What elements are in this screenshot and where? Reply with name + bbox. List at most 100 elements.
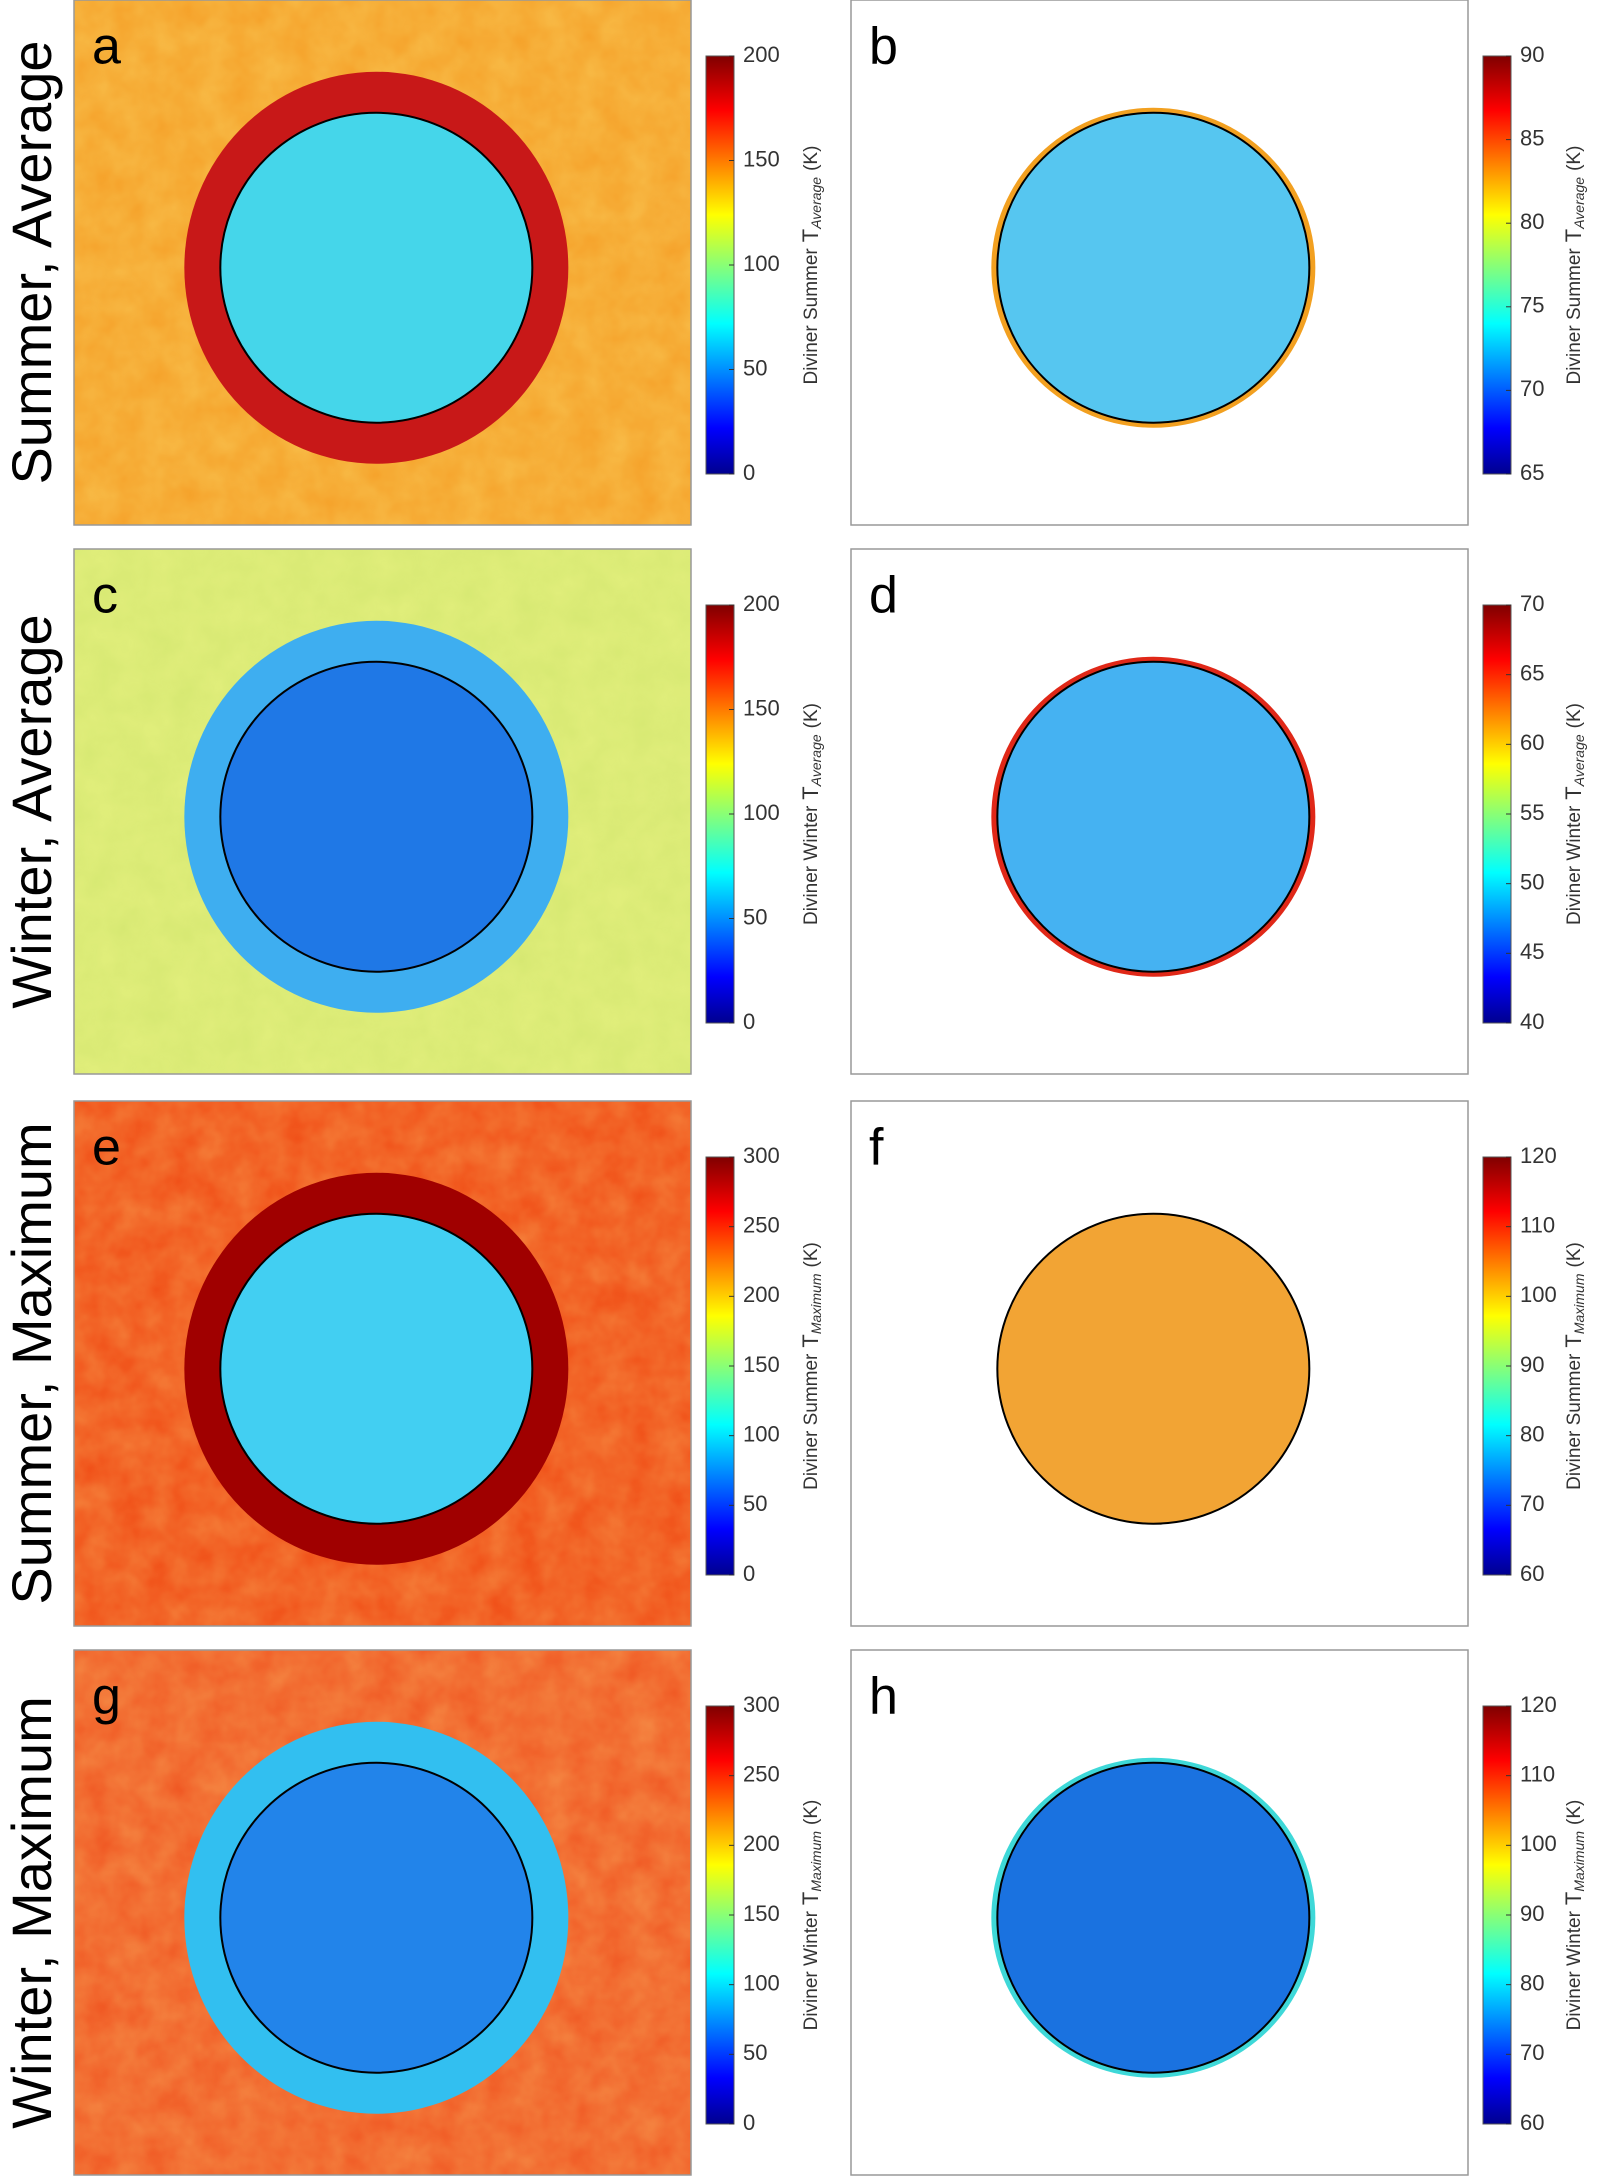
map-panel: b 65 70 75 80 85 90 Diviner Summer TAverage (K) (850, 0, 1587, 526)
crater-outline (996, 111, 1311, 424)
colorbar-tick-label: 100 (743, 1970, 780, 1995)
colorbar-label: Diviner Summer TMaximum (K) (798, 1242, 824, 1490)
row-label: Winter, Maximum (0, 1696, 63, 2129)
crater-floor (997, 112, 1310, 423)
colorbar-tick-label: 150 (743, 1352, 780, 1377)
colorbar-tick-label: 70 (1520, 591, 1544, 616)
colorbar-tick-label: 300 (743, 1143, 780, 1168)
map-panel: e 0 50 100 150 200 250 300 Diviner Summer TMaximu… (73, 1100, 824, 1627)
row-label: Summer, Average (0, 40, 63, 484)
crater-floor (997, 1762, 1310, 2073)
colorbar-tick-label: 0 (743, 1009, 755, 1034)
colorbar-tick-label: 50 (1520, 869, 1544, 894)
colorbar-tick-label: 120 (1520, 1692, 1557, 1717)
colorbar-tick-label: 110 (1520, 1212, 1555, 1237)
label-unit: (K) (1564, 703, 1585, 728)
colorbar-tick-label: 60 (1520, 1561, 1544, 1586)
map-frame (73, 1649, 692, 2176)
crater-floor (997, 661, 1310, 972)
label-unit: (K) (801, 703, 822, 728)
colorbar-tick-label: 200 (743, 1831, 780, 1856)
colorbar-tick-label: 300 (743, 1692, 780, 1717)
colorbar-tick-label: 200 (743, 1282, 780, 1307)
label-prefix: Diviner Summer (801, 1353, 822, 1490)
colorbar-tick-label: 100 (743, 800, 780, 825)
colorbar-tick-label: 75 (1520, 293, 1544, 318)
map-panel: h 60 70 80 90 100 110 120 Diviner Winter TMaximum… (850, 1649, 1587, 2176)
label-prefix: Diviner Winter (1564, 1910, 1585, 2030)
panel-letter: e (92, 1119, 121, 1177)
label-prefix: Diviner Winter (1564, 805, 1585, 925)
crater-floor (220, 1213, 533, 1524)
map-frame (850, 0, 1469, 526)
colorbar-label: Diviner Summer TMaximum (K) (1561, 1242, 1587, 1490)
label-subscript: Maximum (808, 1273, 824, 1334)
colorbar-tick-label: 90 (1520, 42, 1544, 67)
label-prefix: Diviner Summer (1564, 1353, 1585, 1490)
label-unit: (K) (801, 1242, 822, 1267)
colorbar-label: Diviner Winter TMaximum (K) (798, 1800, 824, 2031)
colorbar-tick-label: 50 (743, 1491, 767, 1516)
panel-letter: d (869, 567, 898, 625)
map-frame (73, 0, 692, 526)
row-label: Winter, Average (0, 614, 63, 1008)
colorbar-tick-label: 65 (1520, 460, 1544, 485)
colorbar-label: Diviner Summer TAverage (K) (798, 146, 824, 385)
crater-outline (219, 111, 534, 424)
crater-floor (220, 1762, 533, 2073)
label-unit: (K) (801, 1800, 822, 1825)
label-prefix: Diviner Summer (801, 248, 822, 385)
colorbar-tick-label: 150 (743, 1901, 780, 1926)
panel-letter: f (869, 1119, 884, 1177)
colorbar-tick-label: 0 (743, 2110, 755, 2135)
label-symbol: T (1561, 1892, 1586, 1905)
panel-letter: c (92, 567, 118, 625)
colorbar-tick-label: 250 (743, 1212, 780, 1237)
label-symbol: T (798, 1892, 823, 1905)
colorbar-tick-label: 50 (743, 355, 767, 380)
colorbar-tick-label: 70 (1520, 1491, 1544, 1516)
colorbar-tick-label: 110 (1520, 1761, 1555, 1786)
colorbar-tick-label: 80 (1520, 209, 1544, 234)
colorbar-tick-label: 200 (743, 591, 780, 616)
colorbar-tick-label: 50 (743, 2040, 767, 2065)
colorbar (1482, 55, 1512, 475)
colorbar-tick-label: 60 (1520, 730, 1544, 755)
colorbar-tick-label: 90 (1520, 1352, 1544, 1377)
label-subscript: Maximum (808, 1831, 824, 1892)
crater-outline (996, 1212, 1311, 1525)
map-frame (73, 548, 692, 1075)
label-subscript: Maximum (1571, 1273, 1587, 1334)
label-unit: (K) (1564, 1800, 1585, 1825)
crater-floor (997, 1213, 1310, 1524)
map-panel: g 0 50 100 150 200 250 300 Diviner Winter TMaximu… (73, 1649, 824, 2176)
colorbar-tick-label: 50 (743, 904, 767, 929)
label-symbol: T (798, 786, 823, 799)
label-symbol: T (798, 1334, 823, 1347)
label-symbol: T (798, 229, 823, 242)
colorbar-tick-label: 0 (743, 460, 755, 485)
map-panel: d 40 45 50 55 60 65 70 Diviner Winter TAverage (K) (850, 548, 1587, 1075)
label-symbol: T (1561, 1334, 1586, 1347)
label-subscript: Maximum (1571, 1831, 1587, 1892)
colorbar-tick-label: 100 (1520, 1282, 1557, 1307)
colorbar-tick-label: 100 (1520, 1831, 1557, 1856)
map-frame (850, 1100, 1469, 1627)
label-subscript: Average (1571, 734, 1587, 787)
colorbar-label: Diviner Summer TAverage (K) (1561, 146, 1587, 385)
colorbar-tick-label: 60 (1520, 2110, 1544, 2135)
colorbar-tick-label: 0 (743, 1561, 755, 1586)
crater-outline (219, 1212, 534, 1525)
label-subscript: Average (808, 177, 824, 230)
crater-outline (996, 1761, 1311, 2074)
colorbar-label: Diviner Winter TAverage (K) (798, 703, 824, 925)
label-symbol: T (1561, 786, 1586, 799)
colorbar-tick-label: 80 (1520, 1970, 1544, 1995)
colorbar-tick-label: 100 (743, 1421, 780, 1446)
colorbar-tick-label: 45 (1520, 939, 1544, 964)
colorbar-tick-label: 40 (1520, 1009, 1544, 1034)
label-subscript: Average (808, 734, 824, 787)
colorbar-tick-label: 90 (1520, 1901, 1544, 1926)
label-prefix: Diviner Winter (801, 805, 822, 925)
